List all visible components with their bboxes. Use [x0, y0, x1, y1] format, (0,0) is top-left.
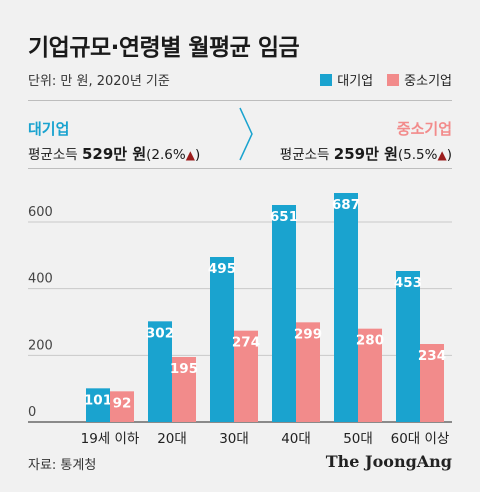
legend-label-large: 대기업	[337, 74, 374, 89]
y-tick-label: 400	[28, 272, 53, 287]
bar-large	[334, 193, 358, 422]
data-label: 453	[394, 275, 422, 291]
summary-large-close: )	[194, 147, 201, 163]
summary-sme-line: 평균소득 259만 원(5.5%▲)	[280, 143, 452, 164]
data-label: 274	[232, 335, 260, 351]
x-tick-label: 19세 이하	[81, 431, 140, 447]
legend-item-sme: 중소기업	[387, 70, 452, 89]
x-tick-label: 50대	[343, 431, 373, 447]
bar-large	[148, 321, 172, 422]
bar-sme	[420, 344, 444, 422]
summary-sme-close: )	[446, 147, 452, 163]
data-label: 302	[146, 325, 174, 341]
summary-large-change: (2.6%	[146, 147, 186, 163]
bar-large	[272, 205, 296, 422]
summary-large-name: 대기업	[28, 120, 70, 138]
y-tick-label: 600	[28, 205, 53, 220]
bar-large	[210, 257, 234, 422]
bar-sme	[234, 330, 258, 422]
data-label: 92	[113, 395, 132, 411]
summary-large-line: 평균소득 529만 원(2.6%▲)	[28, 143, 200, 164]
legend-label-sme: 중소기업	[404, 74, 452, 89]
legend: 대기업 중소기업	[320, 70, 452, 89]
x-tick-label: 20대	[157, 431, 187, 447]
bar-large	[86, 388, 110, 422]
unit-note: 단위: 만 원, 2020년 기준	[28, 74, 170, 89]
y-tick-label: 200	[28, 338, 53, 353]
y-tick-label: 0	[28, 405, 36, 420]
x-tick-label: 30대	[219, 431, 249, 447]
summary-sme-prefix: 평균소득	[279, 147, 330, 163]
data-label: 299	[294, 326, 322, 342]
up-arrow-icon: ▲	[185, 148, 195, 162]
data-label: 687	[332, 197, 360, 213]
legend-swatch-sme	[387, 73, 400, 86]
bar-sme	[358, 328, 382, 422]
data-label: 651	[270, 209, 298, 225]
summary-large: 대기업 평균소득 529만 원(2.6%▲)	[28, 118, 200, 164]
legend-swatch-large	[320, 73, 333, 86]
legend-item-large: 대기업	[320, 70, 373, 89]
summary-divider	[28, 168, 452, 169]
data-label: 101	[84, 392, 112, 408]
top-divider	[28, 100, 452, 101]
data-label: 280	[356, 333, 384, 349]
chart-title: 기업규모·연령별 월평균 임금	[28, 35, 300, 61]
x-tick-label: 60대 이상	[391, 431, 450, 447]
bar-sme	[296, 322, 320, 422]
data-label: 195	[170, 361, 198, 377]
summary-sme-amount: 259만 원	[333, 145, 398, 163]
summary-large-amount: 529만 원	[81, 145, 147, 163]
up-arrow-icon: ▲	[437, 148, 447, 162]
source-note: 자료: 통계청	[28, 458, 97, 473]
bar-sme	[172, 357, 196, 422]
brand-logo: The JoongAng	[325, 452, 452, 471]
summary-sme-name: 중소기업	[396, 120, 452, 138]
summary-sme: 중소기업 평균소득 259만 원(5.5%▲)	[280, 118, 452, 164]
data-label: 495	[208, 261, 236, 277]
bar-sme	[110, 391, 134, 422]
summary-large-prefix: 평균소득	[28, 147, 78, 163]
bar-large	[396, 271, 420, 422]
x-tick-label: 40대	[281, 431, 311, 447]
summary-sme-change: (5.5%	[397, 147, 438, 163]
data-label: 234	[418, 348, 446, 364]
